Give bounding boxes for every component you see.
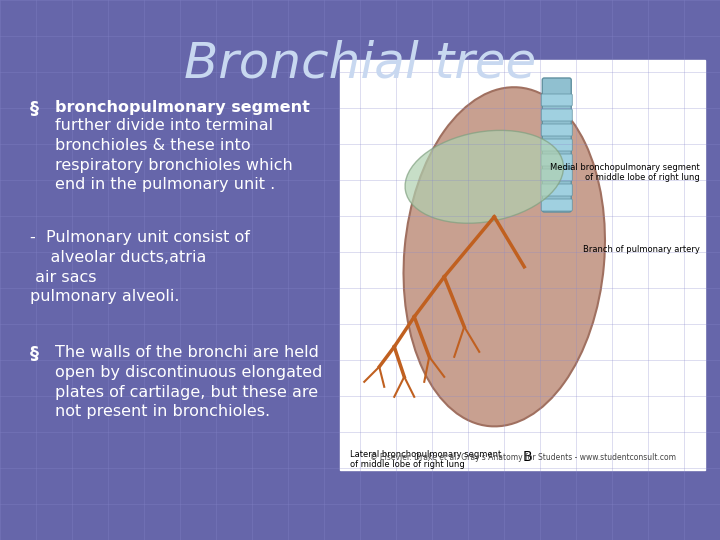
Text: -  Pulmonary unit consist of
    alveolar ducts,atria
 air sacs
pulmonary alveol: - Pulmonary unit consist of alveolar duc… (30, 230, 250, 305)
FancyBboxPatch shape (541, 139, 572, 151)
Text: The walls of the bronchi are held
open by discontinuous elongated
plates of cart: The walls of the bronchi are held open b… (55, 345, 323, 420)
Bar (340, 60, 705, 470)
FancyBboxPatch shape (541, 109, 572, 121)
FancyBboxPatch shape (542, 78, 571, 212)
FancyBboxPatch shape (541, 154, 572, 166)
FancyBboxPatch shape (541, 124, 572, 136)
Text: bronchopulmonary segment: bronchopulmonary segment (55, 100, 310, 115)
Ellipse shape (403, 87, 605, 427)
Text: §: § (30, 345, 39, 363)
Text: §: § (30, 100, 39, 118)
FancyBboxPatch shape (541, 94, 572, 106)
Text: © Elsevier. Drake et al: Gray's Anatomy for Students - www.studentconsult.com: © Elsevier. Drake et al: Gray's Anatomy … (369, 453, 675, 462)
FancyBboxPatch shape (541, 184, 572, 196)
Text: Medial bronchopulmonary segment
of middle lobe of right lung: Medial bronchopulmonary segment of middl… (550, 163, 700, 182)
Ellipse shape (405, 130, 564, 223)
Text: Branch of pulmonary artery: Branch of pulmonary artery (583, 245, 700, 253)
Text: further divide into terminal
bronchioles & these into
respiratory bronchioles wh: further divide into terminal bronchioles… (55, 118, 293, 192)
FancyBboxPatch shape (541, 199, 572, 211)
Text: B: B (523, 450, 532, 464)
Text: Lateral bronchopulmonary segment
of middle lobe of right lung: Lateral bronchopulmonary segment of midd… (350, 450, 501, 469)
Text: Bronchial tree: Bronchial tree (184, 40, 536, 88)
FancyBboxPatch shape (541, 169, 572, 181)
